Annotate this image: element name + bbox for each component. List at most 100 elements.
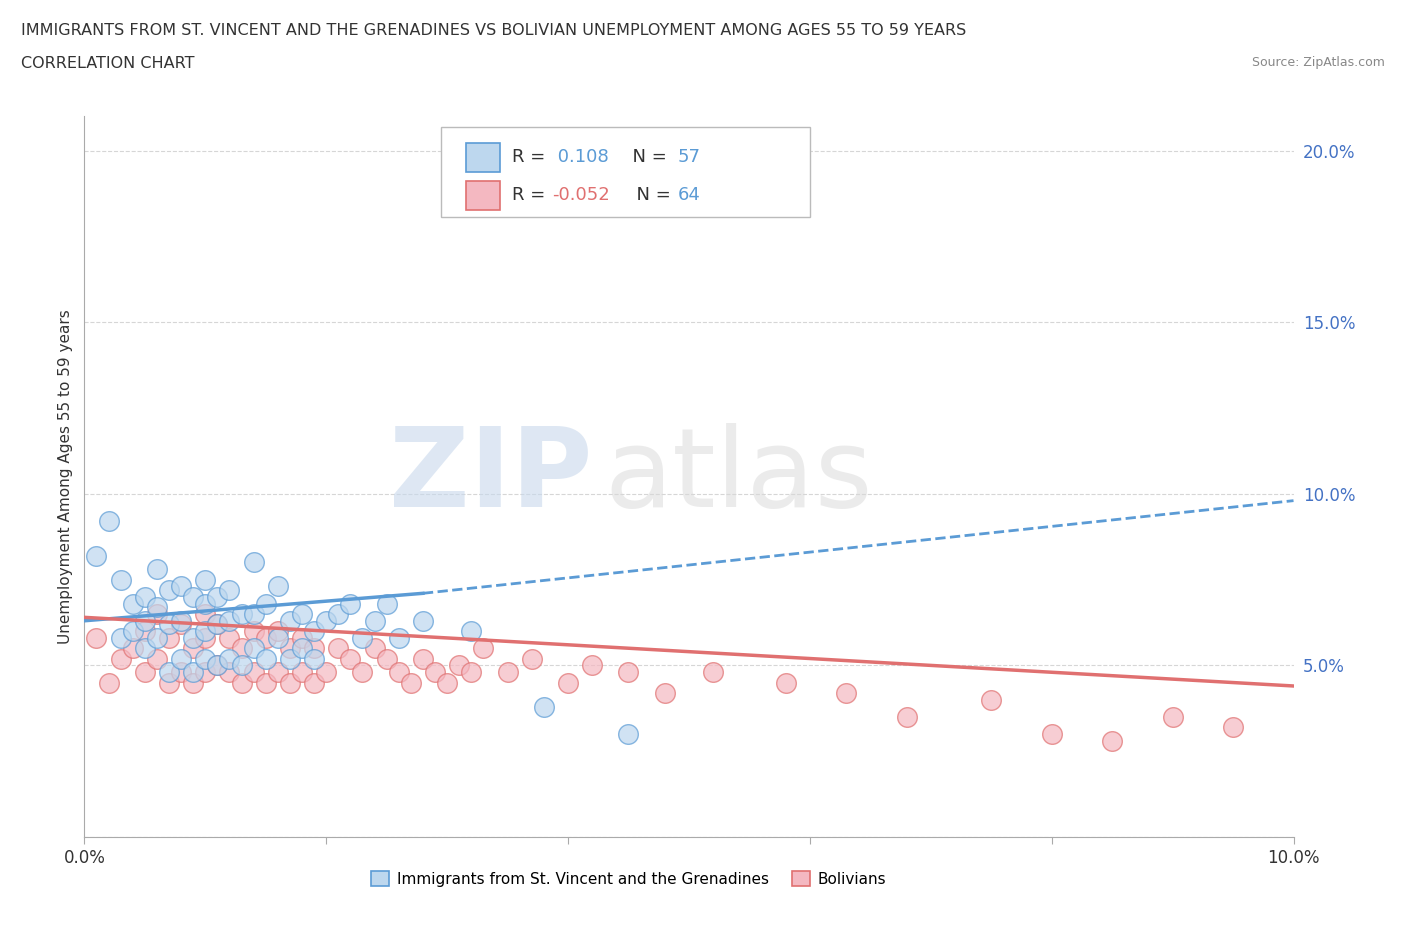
Point (399, 675, 422, 690)
Point (267, 579, 290, 594)
Point (207, 590, 229, 604)
Text: 0.108: 0.108 (553, 148, 609, 166)
Point (121, 596, 143, 611)
Point (194, 651, 217, 666)
Point (97, 513, 120, 528)
Point (302, 641, 325, 656)
Text: 57: 57 (678, 148, 702, 166)
Point (254, 675, 277, 690)
Text: R =: R = (512, 186, 551, 205)
Point (194, 665, 217, 680)
Point (194, 572, 217, 587)
Point (181, 675, 204, 690)
Point (363, 641, 385, 656)
Point (1222, 720, 1244, 735)
Point (207, 658, 229, 672)
Point (291, 641, 314, 656)
Point (207, 617, 229, 631)
Point (218, 614, 240, 629)
Point (242, 606, 264, 621)
Point (617, 726, 640, 741)
Point (896, 710, 918, 724)
Point (291, 631, 314, 645)
Point (218, 665, 240, 680)
Point (388, 631, 411, 645)
Point (302, 651, 325, 666)
Point (134, 641, 156, 656)
Point (170, 579, 193, 594)
Point (460, 665, 482, 680)
Point (207, 617, 229, 631)
Point (218, 651, 240, 666)
Text: atlas: atlas (605, 423, 873, 530)
Point (170, 617, 193, 631)
Text: N =: N = (621, 148, 672, 166)
Point (231, 658, 253, 672)
Point (278, 641, 301, 656)
Point (412, 614, 434, 629)
Point (157, 617, 180, 631)
Point (218, 582, 240, 597)
Point (291, 606, 314, 621)
Point (388, 665, 411, 680)
Point (231, 641, 253, 656)
Point (375, 596, 398, 611)
Point (146, 631, 169, 645)
Point (278, 614, 301, 629)
Text: IMMIGRANTS FROM ST. VINCENT AND THE GRENADINES VS BOLIVIAN UNEMPLOYMENT AMONG AG: IMMIGRANTS FROM ST. VINCENT AND THE GREN… (21, 23, 966, 38)
Point (157, 631, 180, 645)
Point (278, 675, 301, 690)
Point (86, 631, 108, 645)
Point (291, 665, 314, 680)
Point (121, 624, 143, 639)
Point (315, 614, 337, 629)
Point (170, 614, 193, 629)
Point (194, 624, 217, 639)
Point (278, 651, 301, 666)
Point (146, 651, 169, 666)
Point (134, 665, 156, 680)
Point (170, 665, 193, 680)
Point (302, 675, 325, 690)
Point (267, 631, 290, 645)
Point (835, 685, 858, 700)
Point (436, 675, 458, 690)
Text: Source: ZipAtlas.com: Source: ZipAtlas.com (1251, 56, 1385, 69)
Point (267, 665, 290, 680)
Point (194, 596, 217, 611)
Point (775, 675, 797, 690)
Point (449, 658, 471, 672)
Point (267, 624, 290, 639)
FancyBboxPatch shape (441, 127, 810, 218)
Point (242, 665, 264, 680)
Point (654, 685, 676, 700)
Text: ZIP: ZIP (389, 423, 592, 530)
Point (146, 562, 169, 577)
Text: R =: R = (512, 148, 551, 166)
Point (181, 665, 204, 680)
Point (242, 624, 264, 639)
Point (121, 641, 143, 656)
Point (1101, 734, 1123, 749)
Point (218, 631, 240, 645)
Text: -0.052: -0.052 (553, 186, 610, 205)
Point (194, 606, 217, 621)
Point (496, 665, 519, 680)
Point (207, 658, 229, 672)
Point (581, 658, 603, 672)
Point (412, 651, 434, 666)
Text: 64: 64 (678, 186, 702, 205)
Point (339, 651, 361, 666)
Point (146, 606, 169, 621)
Point (352, 665, 374, 680)
Point (157, 665, 180, 680)
Point (352, 631, 374, 645)
Point (242, 555, 264, 570)
Point (980, 692, 1002, 707)
Point (254, 596, 277, 611)
Point (702, 665, 724, 680)
Point (97, 675, 120, 690)
Point (557, 675, 579, 690)
Point (339, 596, 361, 611)
Point (315, 665, 337, 680)
